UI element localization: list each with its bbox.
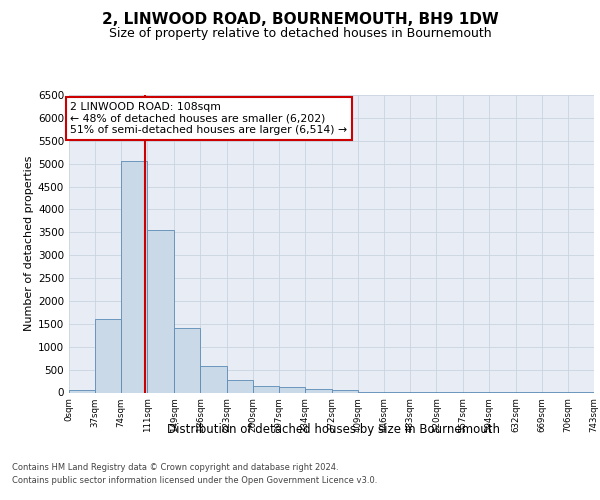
- Text: Distribution of detached houses by size in Bournemouth: Distribution of detached houses by size …: [167, 422, 500, 436]
- Bar: [95, 320, 121, 392]
- Bar: [253, 386, 279, 392]
- Text: 2, LINWOOD ROAD, BOURNEMOUTH, BH9 1DW: 2, LINWOOD ROAD, BOURNEMOUTH, BH9 1DW: [101, 12, 499, 28]
- Text: Contains HM Land Registry data © Crown copyright and database right 2024.: Contains HM Land Registry data © Crown c…: [12, 462, 338, 471]
- Text: Contains public sector information licensed under the Open Government Licence v3: Contains public sector information licen…: [12, 476, 377, 485]
- Text: Size of property relative to detached houses in Bournemouth: Size of property relative to detached ho…: [109, 28, 491, 40]
- Bar: [332, 390, 358, 392]
- Bar: [200, 366, 227, 392]
- Bar: [305, 389, 332, 392]
- Bar: [227, 380, 253, 392]
- Bar: [148, 230, 174, 392]
- Bar: [69, 390, 95, 392]
- Bar: [174, 328, 200, 392]
- Y-axis label: Number of detached properties: Number of detached properties: [24, 156, 34, 332]
- Bar: [121, 162, 148, 392]
- Bar: [279, 388, 305, 392]
- Text: 2 LINWOOD ROAD: 108sqm
← 48% of detached houses are smaller (6,202)
51% of semi-: 2 LINWOOD ROAD: 108sqm ← 48% of detached…: [70, 102, 347, 135]
